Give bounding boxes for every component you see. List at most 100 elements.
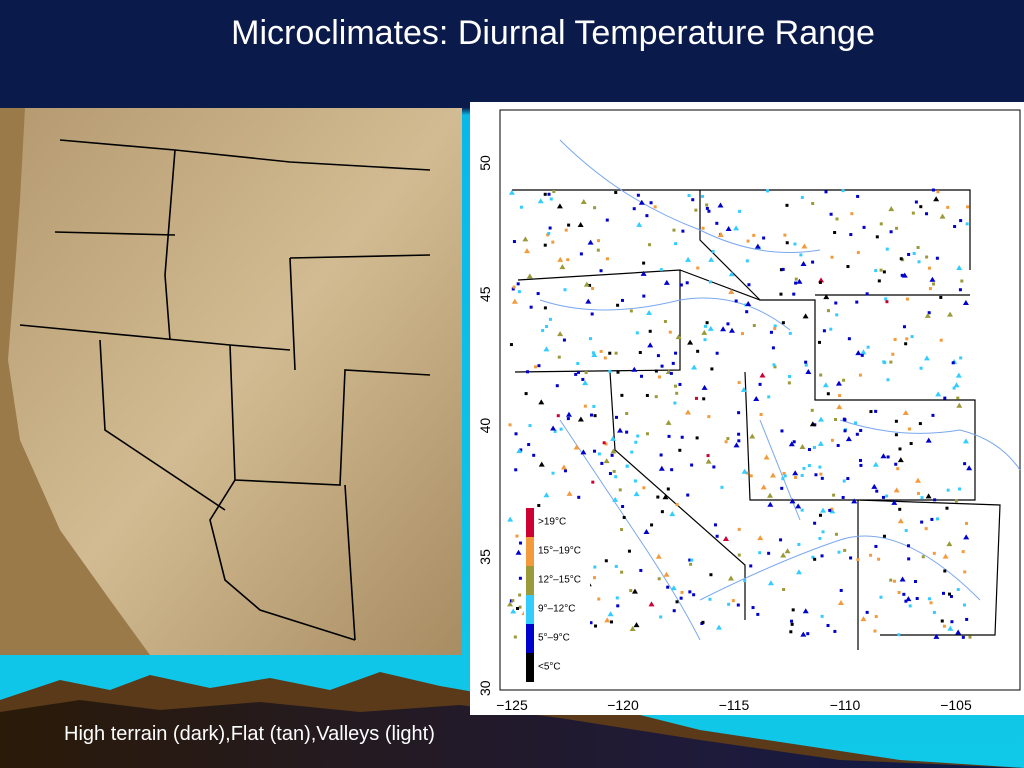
station-marker [608, 369, 612, 373]
station-marker [788, 331, 792, 335]
lon-label: −120 [607, 697, 639, 713]
station-marker [599, 269, 603, 273]
station-marker [889, 360, 893, 364]
station-marker [507, 601, 514, 607]
station-marker [802, 313, 809, 319]
station-marker [806, 632, 810, 636]
station-marker [728, 271, 735, 277]
station-marker [615, 596, 619, 600]
station-marker [593, 206, 597, 210]
station-marker [745, 471, 749, 475]
station-marker [715, 534, 719, 538]
station-marker [939, 295, 943, 299]
station-marker [834, 417, 838, 421]
station-marker [610, 448, 617, 454]
legend-label: <5°C [538, 662, 561, 673]
station-marker [680, 435, 684, 439]
station-marker [593, 565, 597, 569]
station-marker [593, 449, 597, 453]
station-marker [591, 480, 595, 484]
station-marker [919, 205, 923, 209]
station-marker [807, 464, 811, 468]
station-marker [577, 416, 584, 422]
station-marker [907, 427, 911, 431]
station-marker [745, 310, 749, 314]
station-marker [563, 288, 567, 292]
station-marker [950, 620, 954, 624]
station-marker [914, 200, 918, 204]
lon-label: −110 [830, 697, 861, 713]
station-marker [854, 421, 857, 425]
station-marker [757, 535, 764, 541]
station-marker [674, 242, 678, 246]
station-marker [924, 527, 928, 531]
station-marker [738, 209, 742, 213]
legend-box [524, 507, 590, 682]
station-marker [807, 448, 811, 452]
station-marker [654, 395, 658, 399]
station-marker [560, 464, 567, 470]
station-marker [563, 469, 567, 473]
station-marker [555, 384, 559, 388]
station-marker [932, 282, 936, 286]
station-marker [889, 578, 893, 582]
station-marker [532, 453, 536, 457]
legend-swatch [526, 537, 534, 566]
station-marker [829, 508, 836, 514]
station-marker [618, 488, 622, 492]
station-marker [727, 602, 731, 606]
station-marker [902, 592, 906, 596]
station-marker [614, 564, 618, 568]
station-marker [655, 553, 662, 559]
station-marker [687, 339, 694, 345]
station-marker [741, 468, 748, 474]
station-marker [672, 609, 676, 613]
station-marker [800, 195, 804, 199]
station-marker [749, 433, 756, 439]
station-marker [712, 465, 716, 469]
station-marker [956, 402, 963, 408]
station-marker [968, 635, 972, 639]
station-marker [916, 491, 920, 495]
station-marker [756, 612, 760, 616]
station-marker [549, 197, 553, 201]
station-marker [859, 458, 863, 462]
station-marker [590, 312, 594, 316]
station-marker [745, 301, 752, 307]
station-marker [640, 270, 647, 276]
station-marker [920, 520, 924, 524]
station-marker [893, 487, 900, 493]
station-marker [557, 355, 561, 359]
station-marker [543, 346, 550, 352]
station-marker [822, 382, 829, 388]
station-marker [801, 243, 808, 249]
station-marker [746, 239, 750, 243]
station-marker [841, 189, 845, 193]
station-marker [543, 192, 547, 196]
station-marker [583, 404, 587, 408]
station-marker [519, 205, 523, 209]
station-marker [602, 441, 606, 445]
station-marker [728, 327, 735, 333]
station-marker [710, 367, 714, 371]
station-marker [814, 473, 818, 477]
station-marker [823, 294, 830, 300]
station-marker [759, 412, 763, 416]
station-marker [726, 322, 730, 326]
station-marker [715, 221, 719, 225]
station-marker [794, 281, 798, 285]
station-marker [642, 486, 646, 490]
station-marker [879, 222, 883, 226]
station-marker [564, 228, 568, 232]
station-marker [956, 396, 960, 400]
station-marker [856, 194, 860, 198]
station-marker [696, 349, 700, 353]
station-marker [537, 503, 541, 507]
station-marker [780, 552, 787, 558]
lat-label: 35 [477, 549, 493, 565]
legend-label: 15°–19°C [538, 546, 581, 557]
station-marker [591, 351, 598, 357]
header-band [0, 0, 1024, 105]
station-marker [597, 452, 601, 456]
